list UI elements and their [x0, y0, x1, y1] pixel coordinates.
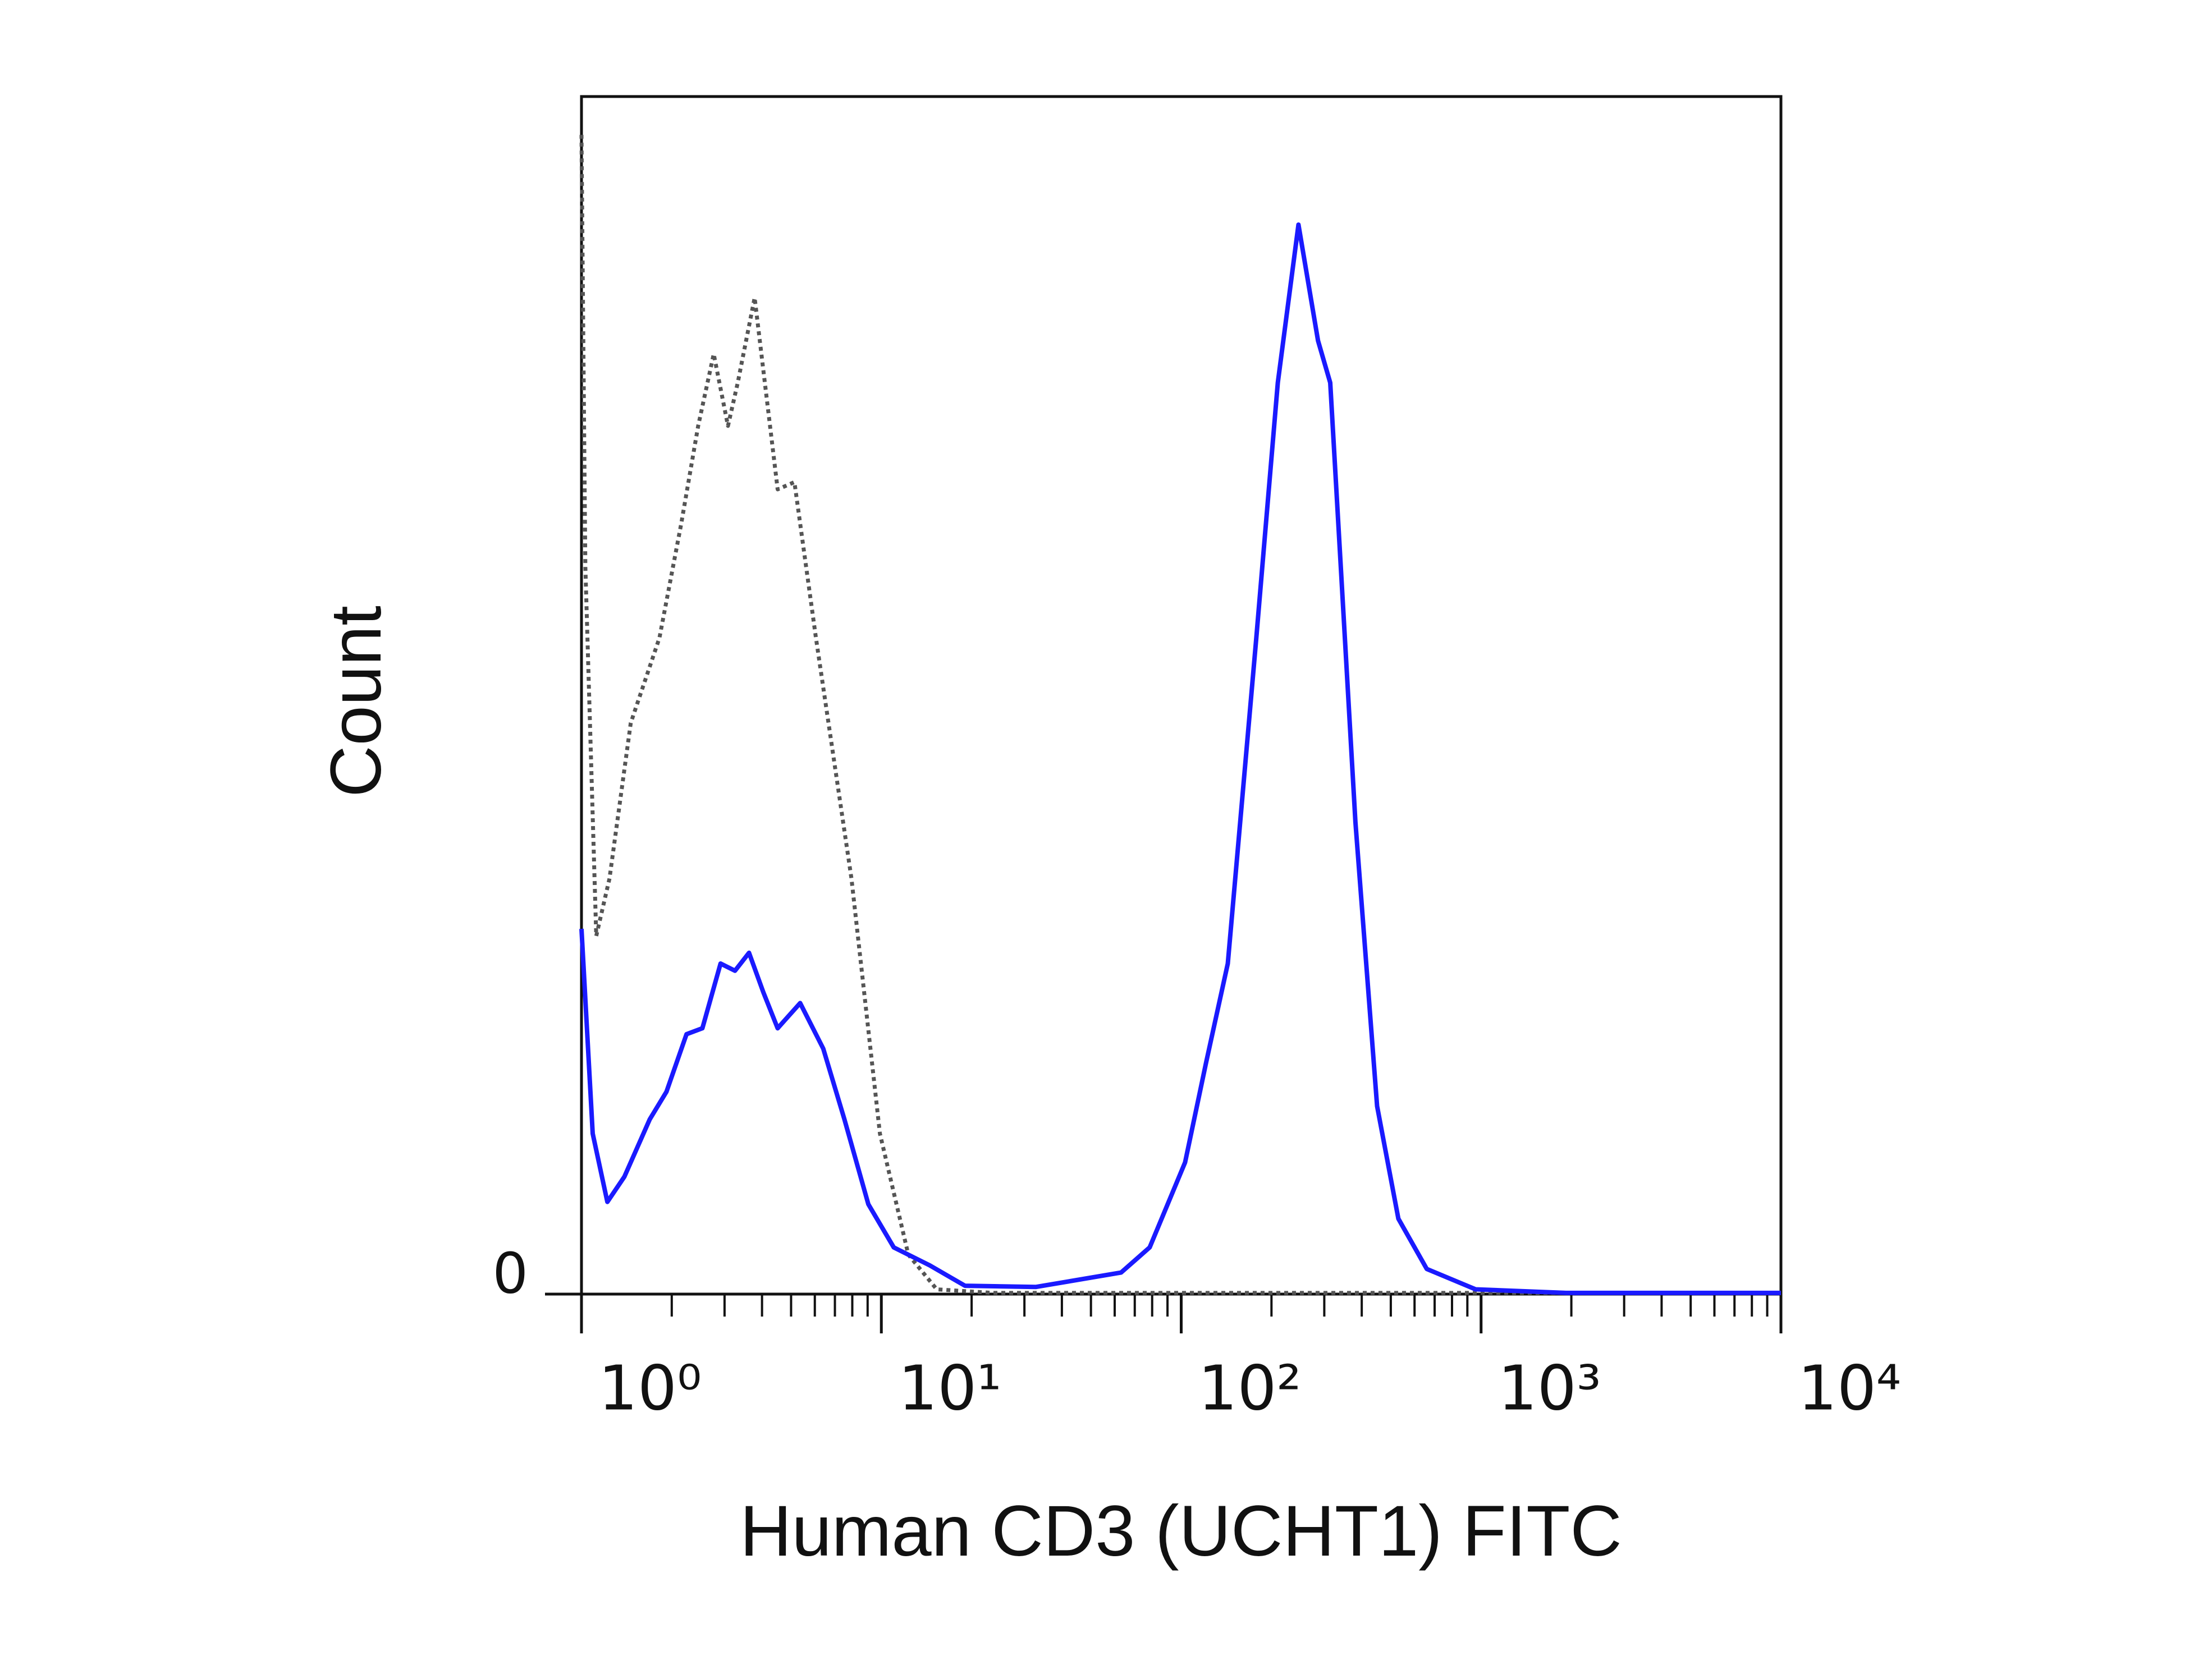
x-axis-label: Human CD3 (UCHT1) FITC: [740, 1491, 1622, 1571]
x-tick-label: 10³: [1498, 1352, 1601, 1424]
x-tick-label: 10¹: [898, 1352, 1001, 1424]
x-tick-label: 10²: [1198, 1352, 1302, 1424]
y-axis-label: Count: [316, 606, 396, 797]
histogram-line: [579, 222, 1781, 1295]
y-tick-label: 0: [492, 1240, 528, 1306]
x-tick-label: 10⁰: [598, 1352, 702, 1424]
x-tick-label: 10⁴: [1798, 1352, 1901, 1424]
histogram-line: [579, 135, 1781, 1295]
